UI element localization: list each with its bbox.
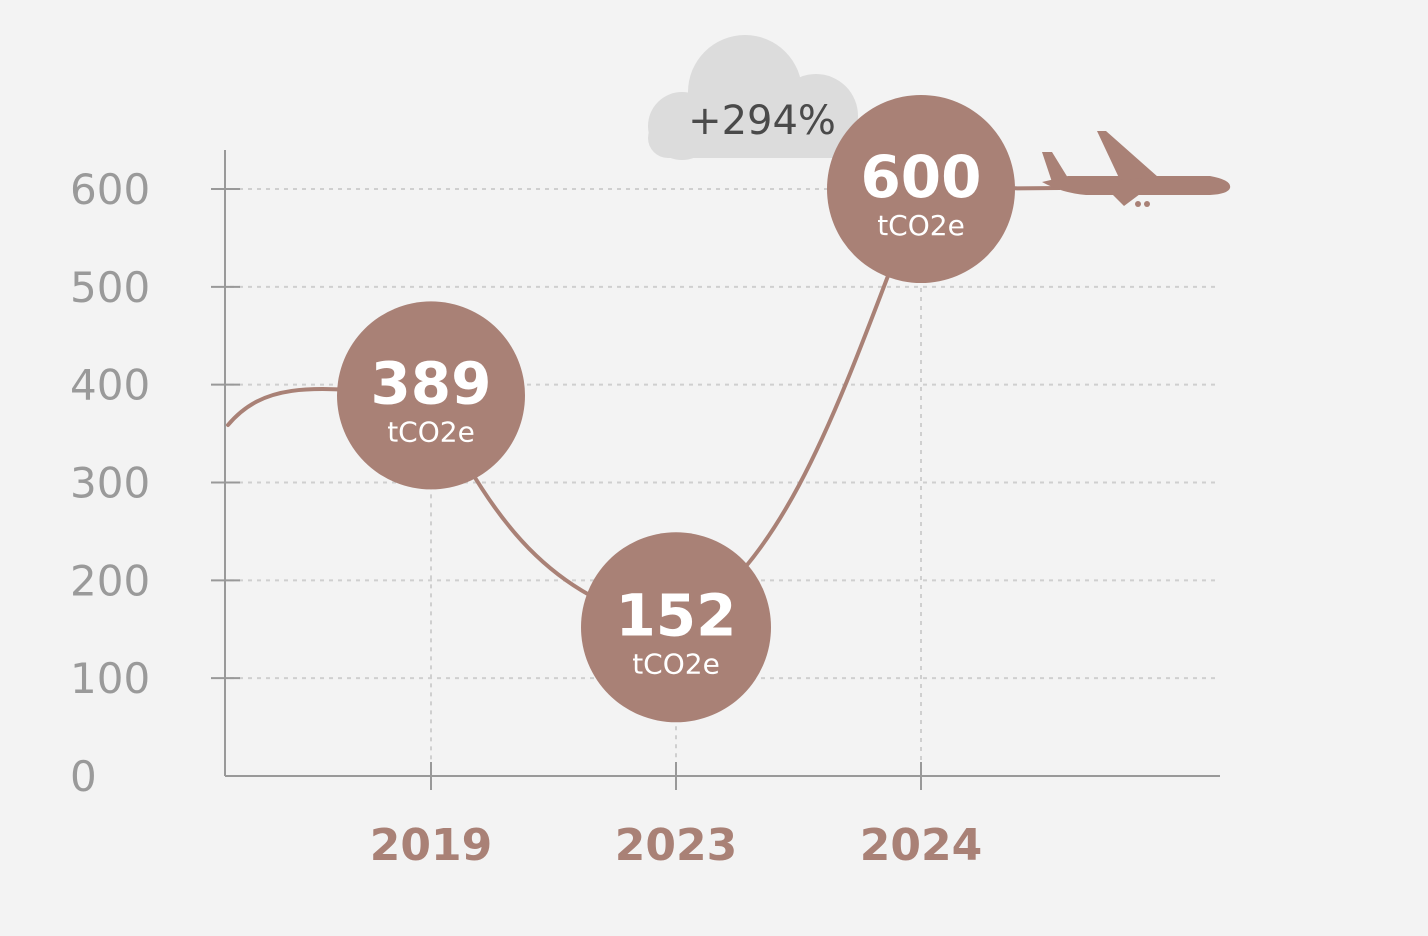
airplane-icon [1042,131,1231,207]
cloud-icon [648,35,858,160]
y-tick-label: 500 [70,263,150,312]
data-label-value: 152 [615,581,736,649]
y-tick-label: 600 [70,165,150,214]
x-tick-label: 2024 [860,820,982,871]
data-point-bubble [337,301,525,490]
increase-annotation: +294% [688,98,836,144]
x-tick-label: 2019 [370,820,492,871]
data-label-unit: tCO2e [632,647,720,680]
data-label-unit: tCO2e [877,209,965,242]
x-tick-labels: 2019 2023 2024 [370,820,982,871]
y-tick-labels: 0 100 200 300 400 500 600 [70,165,150,801]
data-point-bubble [827,95,1015,283]
y-tick-label: 200 [70,556,150,605]
data-label-unit: tCO2e [387,415,475,448]
y-tick-label: 300 [70,459,150,508]
y-tick-label: 100 [70,654,150,703]
data-point-bubble [581,532,771,723]
data-label-value: 600 [860,143,981,211]
series-line [226,187,923,630]
y-tick-label: 400 [70,361,150,410]
x-tick-label: 2023 [615,820,737,871]
data-label-value: 389 [370,349,491,417]
y-tick-label: 0 [70,752,97,801]
axes [224,150,1220,777]
